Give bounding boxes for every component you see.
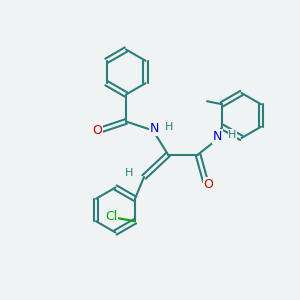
Text: H: H bbox=[228, 130, 237, 140]
Text: O: O bbox=[93, 124, 102, 137]
Text: H: H bbox=[125, 167, 133, 178]
Text: N: N bbox=[150, 122, 159, 136]
Text: Cl: Cl bbox=[105, 210, 117, 223]
Text: N: N bbox=[213, 130, 222, 143]
Text: O: O bbox=[204, 178, 213, 191]
Text: H: H bbox=[165, 122, 174, 133]
